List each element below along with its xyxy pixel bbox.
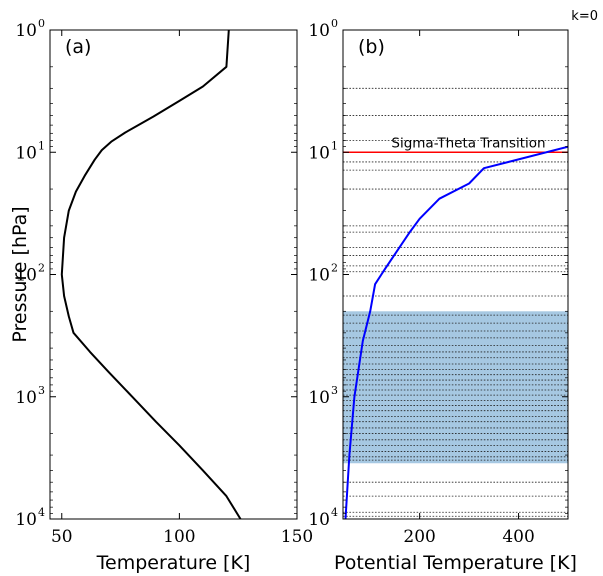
y-tick-exponent: 1 <box>38 139 45 152</box>
y-tick-label: 10 <box>15 21 37 41</box>
y-tick-label: 10 <box>15 143 37 163</box>
y-tick-label: 10 <box>15 266 37 286</box>
corner-label: k=0 <box>571 9 598 24</box>
panel-label: (a) <box>65 36 91 58</box>
y-tick-exponent: 2 <box>38 262 45 275</box>
y-tick-exponent: 3 <box>38 384 45 397</box>
x-tick-label: 150 <box>281 527 313 547</box>
transition-annotation: Sigma-Theta Transition <box>391 135 545 151</box>
x-axis-label: Potential Temperature [K] <box>334 552 577 574</box>
panel-label: (b) <box>358 36 385 58</box>
y-tick-exponent: 1 <box>331 139 338 152</box>
x-tick-label: 200 <box>403 527 435 547</box>
y-tick-exponent: 2 <box>331 262 338 275</box>
x-tick-label: 50 <box>51 527 73 547</box>
y-tick-label: 10 <box>15 388 37 408</box>
shaded-region <box>343 311 568 464</box>
x-tick-label: 100 <box>163 527 195 547</box>
y-axis-label: Pressure [hPa] <box>9 206 31 342</box>
y-tick-exponent: 4 <box>38 506 45 519</box>
y-tick-label: 10 <box>308 21 330 41</box>
series-line <box>60 30 242 519</box>
x-axis-label: Temperature [K] <box>96 552 251 574</box>
panel-data <box>60 30 242 519</box>
y-tick-exponent: 0 <box>331 17 338 30</box>
series-line <box>344 145 568 519</box>
y-tick-label: 10 <box>308 510 330 530</box>
y-tick-label: 10 <box>308 266 330 286</box>
y-tick-label: 10 <box>308 143 330 163</box>
y-tick-exponent: 3 <box>331 384 338 397</box>
panel-data <box>343 87 568 519</box>
y-tick-exponent: 4 <box>331 506 338 519</box>
x-tick-label: 400 <box>502 527 534 547</box>
y-tick-exponent: 0 <box>38 17 45 30</box>
y-tick-label: 10 <box>308 388 330 408</box>
y-tick-label: 10 <box>15 510 37 530</box>
